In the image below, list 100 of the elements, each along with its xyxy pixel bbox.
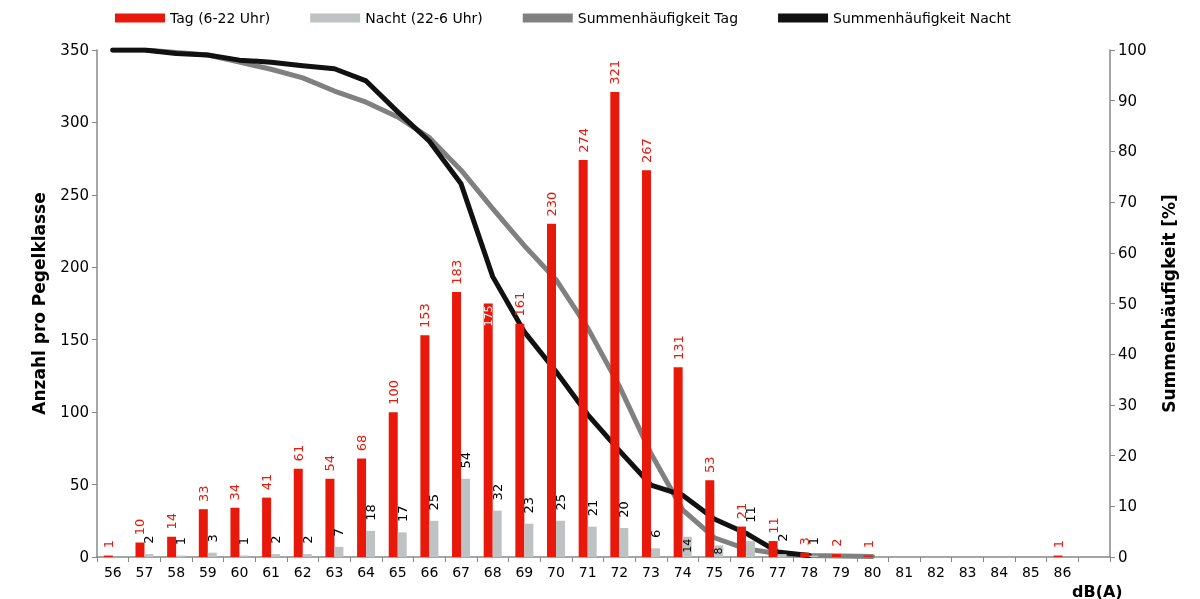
- x-tick-label: 72: [610, 564, 629, 580]
- x-tick-label: 59: [198, 564, 217, 580]
- data-label: 1: [860, 540, 876, 549]
- data-label: 68: [354, 434, 370, 452]
- y2-tick-label: 70: [1118, 193, 1138, 212]
- bar: [610, 92, 620, 557]
- bar: [650, 548, 660, 557]
- data-label: 267: [638, 138, 654, 163]
- bar: [293, 468, 303, 557]
- data-label: 2: [299, 535, 315, 544]
- data-label: 61: [290, 444, 306, 462]
- bar: [334, 546, 344, 557]
- data-label: 21: [584, 499, 600, 517]
- data-label: 20: [616, 501, 632, 518]
- x-tick-label: 62: [293, 564, 312, 580]
- bar: [483, 303, 493, 557]
- x-tick-label: 63: [325, 564, 344, 580]
- data-label: 1: [1050, 540, 1066, 549]
- bar: [302, 554, 312, 557]
- data-label: 161: [512, 291, 528, 317]
- data-label: 53: [702, 456, 718, 473]
- x-tick-label: 86: [1053, 564, 1072, 580]
- data-label: 2: [774, 533, 790, 542]
- y2-tick-label: 100: [1118, 41, 1147, 59]
- x-tick-label: 81: [895, 564, 914, 580]
- data-label: 6: [647, 529, 663, 539]
- data-label: 7: [331, 528, 347, 537]
- x-tick-label: 56: [103, 564, 122, 580]
- data-label: 17: [394, 505, 410, 523]
- data-label: 10: [132, 518, 148, 536]
- data-label: 1: [236, 537, 252, 546]
- bar: [547, 223, 557, 557]
- data-label: 23: [521, 496, 537, 514]
- x-tick-label: 68: [483, 564, 502, 580]
- bar: [388, 412, 398, 557]
- y2-tick-label: 50: [1118, 294, 1138, 313]
- data-label: 14: [680, 538, 694, 553]
- data-label: 321: [607, 59, 623, 85]
- x-tick-label: 71: [578, 564, 597, 580]
- data-label: 153: [417, 303, 433, 329]
- y-tick-label: 300: [60, 113, 89, 132]
- bar: [167, 536, 177, 557]
- data-label: 230: [544, 191, 560, 217]
- x-tick-label: 60: [230, 564, 249, 580]
- x-tick-label: 79: [832, 564, 850, 580]
- legend-label: Summenhäufigkeit Nacht: [833, 10, 1012, 26]
- x-tick-label: 65: [388, 564, 407, 580]
- y2-tick-label: 30: [1118, 395, 1138, 414]
- bar: [619, 528, 629, 557]
- bar: [705, 480, 715, 557]
- x-tick-label: 84: [990, 564, 1009, 580]
- bar: [420, 335, 430, 557]
- legend-label: Nacht (22-6 Uhr): [365, 10, 483, 26]
- bar: [673, 367, 683, 557]
- y-tick-label: 50: [69, 475, 89, 494]
- y2-tick-label: 0: [1118, 548, 1128, 566]
- y2-tick-label: 10: [1118, 497, 1138, 516]
- bar: [357, 458, 367, 557]
- bar: [641, 170, 651, 557]
- bar: [515, 323, 525, 557]
- bar: [800, 552, 810, 557]
- data-label: 274: [575, 128, 591, 153]
- x-tick-label: 61: [262, 564, 281, 580]
- data-label: 183: [449, 259, 465, 285]
- data-label: 1: [100, 540, 116, 549]
- bar: [429, 520, 439, 557]
- bar: [325, 478, 335, 557]
- y2-tick-label: 90: [1118, 91, 1138, 110]
- x-tick-label: 70: [547, 564, 565, 580]
- bar: [745, 541, 755, 557]
- y2-tick-label: 20: [1118, 446, 1138, 465]
- x-tick-label: 80: [863, 564, 882, 580]
- x-tick-label: 77: [768, 564, 787, 580]
- data-label: 54: [458, 451, 474, 469]
- x-tick-label: 75: [705, 564, 724, 580]
- legend-label: Summenhäufigkeit Tag: [577, 10, 739, 26]
- y-tick-label: 100: [60, 403, 89, 422]
- legend-label: Tag (6-22 Uhr): [169, 10, 271, 26]
- x-tick-label: 64: [357, 564, 376, 580]
- bar: [135, 542, 145, 557]
- bar: [524, 523, 534, 557]
- bar: [556, 520, 566, 557]
- y2-axis-title: Summenhäufigkeit [%]: [1158, 194, 1179, 413]
- bar: [492, 510, 502, 557]
- x-tick-label: 82: [926, 564, 945, 580]
- data-label: 32: [489, 483, 505, 501]
- data-label: 14: [164, 512, 180, 530]
- data-label: 25: [426, 493, 442, 511]
- y-tick-label: 250: [60, 185, 89, 204]
- data-label: 1: [173, 537, 189, 546]
- data-label: 33: [195, 485, 211, 502]
- x-tick-label: 58: [167, 564, 186, 580]
- data-label: 3: [204, 534, 220, 543]
- y-tick-label: 350: [60, 41, 89, 59]
- bar: [262, 497, 272, 557]
- bar: [736, 526, 746, 557]
- data-label: 54: [322, 454, 338, 472]
- data-label: 2: [828, 538, 844, 547]
- y-tick-label: 150: [60, 330, 89, 349]
- data-label: 8: [712, 547, 726, 555]
